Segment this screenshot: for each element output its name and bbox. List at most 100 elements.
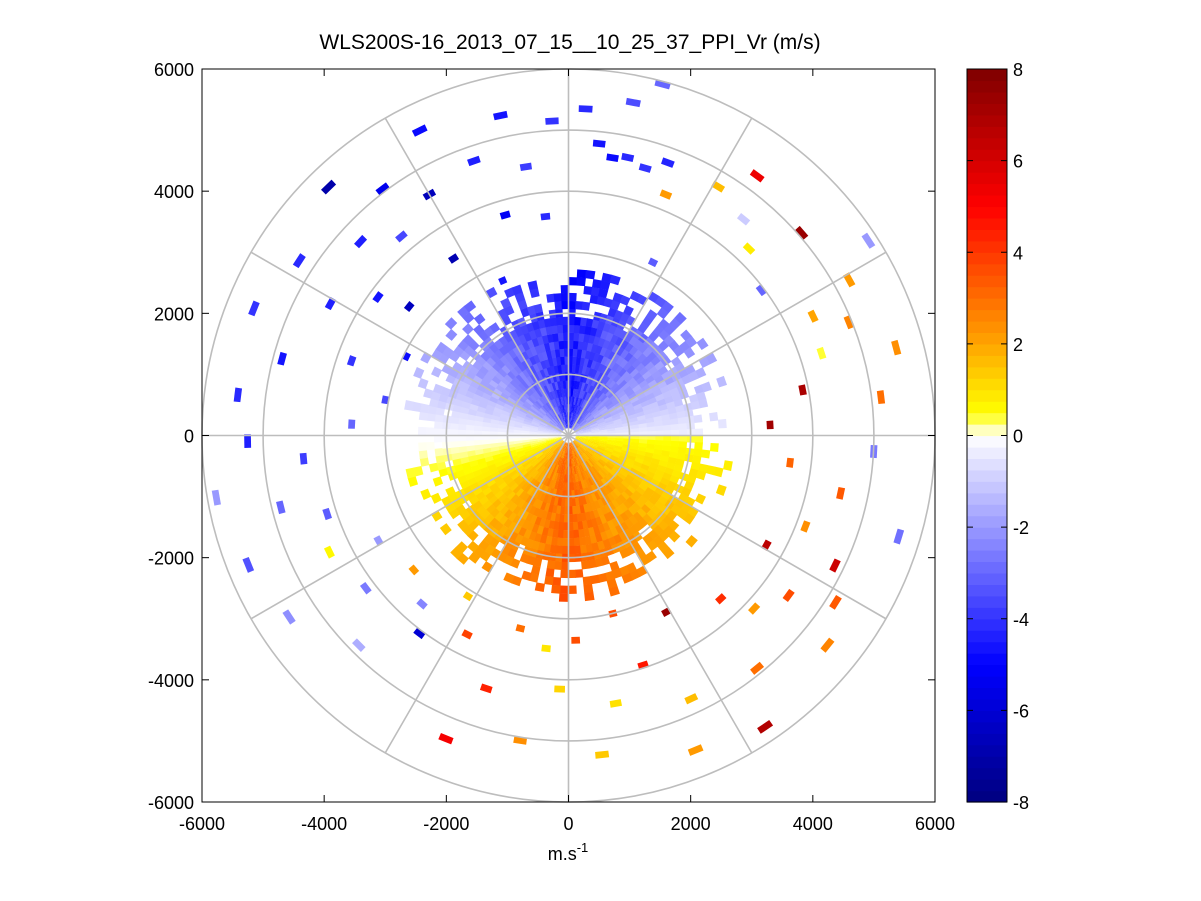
velocity-gate-1725 [486,383,497,393]
velocity-gate-1933 [504,287,516,299]
velocity-gate-1862 [522,368,531,379]
velocity-gate-1259 [531,470,539,479]
velocity-gate-271 [618,379,628,389]
velocity-gate-565 [583,437,592,441]
velocity-gate-845 [611,508,621,518]
velocity-gate-323 [625,389,636,398]
velocity-gate-1783 [457,339,470,351]
velocity-gate-968 [581,520,589,530]
velocity-gate-1630 [538,425,547,430]
velocity-gate-484 [583,433,592,435]
velocity-gate-1926 [536,361,544,371]
velocity-gate-275 [641,357,652,368]
velocity-gate-402 [590,424,599,429]
velocity-gate-1219 [549,454,556,462]
velocity-gate-353 [609,407,618,415]
velocity-gate-1302 [479,509,491,520]
colorbar-level-45 [967,275,1007,288]
colorbar-level-41 [967,320,1007,334]
velocity-gate-1818 [558,423,564,431]
velocity-gate-793 [612,488,622,498]
velocity-gate-1290 [550,445,558,453]
velocity-gate-670 [615,460,625,468]
velocity-gate-1890 [536,379,544,388]
sparse-return-26 [786,457,794,468]
velocity-gate-1553 [449,428,459,436]
velocity-gate-990 [581,560,590,570]
velocity-gate-966 [579,504,585,514]
sparse-return-87 [498,276,508,286]
velocity-gate-1106 [547,503,554,513]
velocity-gate-471 [614,426,624,431]
velocity-gate-2025 [559,348,565,358]
velocity-gate-655 [631,464,641,472]
velocity-gate-195 [594,389,602,398]
velocity-gate-68 [592,279,603,289]
velocity-gate-1846 [513,364,523,375]
velocity-gate-1808 [523,388,532,397]
sparse-return-56 [416,598,428,610]
colorbar-level-55 [967,160,1007,173]
velocity-gate-2023 [561,364,566,373]
velocity-gate-890 [576,456,582,465]
colorbar-level-20 [967,561,1007,574]
velocity-gate-1827 [510,367,520,377]
velocity-gate-37 [570,404,574,413]
velocity-gate-1675 [472,393,483,402]
sparse-return-64 [322,507,332,521]
velocity-gate-1341 [548,443,557,450]
velocity-gate-808 [595,472,604,481]
velocity-gate-1865 [508,348,518,359]
velocity-gate-1456 [545,438,554,442]
velocity-gate-1775 [507,382,517,391]
velocity-gate-1956 [553,389,559,399]
velocity-gate-651 [603,451,612,458]
velocity-gate-29 [573,332,580,342]
x-tick-label-0: 0 [563,814,573,834]
velocity-gate-1811 [506,370,517,380]
velocity-gate-1207 [529,488,538,498]
velocity-gate-1708 [476,383,487,393]
velocity-gate-1489 [419,457,430,467]
velocity-gate-785 [573,440,579,448]
velocity-gate-842 [599,488,608,498]
velocity-gate-1548 [489,430,498,436]
velocity-gate-1552 [457,429,467,436]
velocity-gate-825 [598,479,606,489]
velocity-gate-1331 [504,476,514,486]
velocity-gate-1586 [458,417,468,425]
velocity-gate-691 [647,482,658,492]
velocity-gate-1922 [549,391,555,400]
velocity-gate-1499 [481,443,491,450]
velocity-gate-2043 [563,340,569,349]
velocity-gate-550 [599,438,608,442]
velocity-gate-434 [575,431,584,435]
velocity-gate-1993 [553,365,559,374]
velocity-gate-1842 [533,390,542,399]
velocity-gate-145 [587,385,594,394]
velocity-gate-150 [603,348,613,359]
velocity-gate-1206 [533,481,542,491]
velocity-gate-1430 [493,457,503,464]
colorbar-level-10 [967,676,1007,689]
velocity-gate-2047 [561,300,570,310]
azimuth-spoke-150 [384,117,753,754]
velocity-gate-28 [573,340,579,350]
velocity-gate-1726 [479,379,490,389]
velocity-gate-1204 [542,468,549,477]
velocity-gate-1221 [540,467,548,476]
velocity-gate-1335 [478,495,489,506]
velocity-gate-85 [598,288,609,299]
velocity-gate-564 [575,436,584,439]
sparse-return-78 [372,291,384,304]
velocity-gate-821 [581,454,587,462]
velocity-gate-12 [568,324,575,334]
velocity-gate-310 [654,360,665,371]
velocity-gate-1710 [462,375,474,386]
velocity-gate-1968 [564,420,568,429]
colorbar-level-7 [967,710,1007,723]
velocity-gate-913 [590,501,597,511]
velocity-gate-53 [570,412,574,421]
velocity-gate-985 [577,521,584,530]
velocity-gate-2004 [561,388,565,397]
